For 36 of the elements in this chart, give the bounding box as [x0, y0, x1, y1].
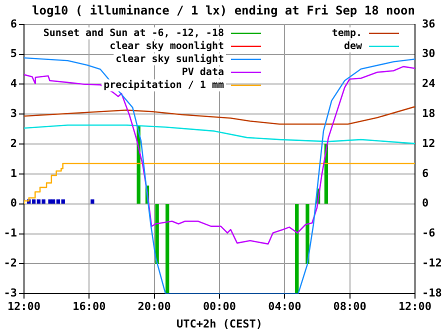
- y-tick-label: 0: [10, 196, 17, 210]
- y-tick-label: -3: [4, 286, 17, 300]
- y2-tick-label: -18: [422, 286, 442, 300]
- y2-tick-label: 18: [422, 106, 436, 120]
- y2-tick-label: 0: [422, 196, 429, 210]
- y2-tick-label: 12: [422, 136, 436, 150]
- y-tick-label: 1: [10, 166, 18, 180]
- x-tick-label: 12:00: [7, 300, 41, 314]
- x-tick-label: 08:00: [333, 300, 366, 314]
- x-tick-label: 16:00: [72, 300, 106, 314]
- y-tick-label: 6: [10, 17, 18, 30]
- y-tick-label: -2: [4, 256, 17, 270]
- y-tick-label: -1: [4, 226, 18, 240]
- legend-label: precipitation / 1 mm: [104, 78, 224, 91]
- y2-tick-label: -6: [422, 226, 436, 240]
- legend-label: PV data: [182, 66, 224, 78]
- x-tick-label: 20:00: [138, 300, 171, 314]
- legend-label: dew: [344, 40, 363, 52]
- x-tick-label: 00:00: [202, 300, 236, 314]
- y-tick-label: 4: [10, 77, 18, 90]
- y2-tick-label: 30: [422, 47, 436, 60]
- x-tick-label: 04:00: [268, 300, 302, 314]
- y-tick-label: 2: [10, 136, 17, 150]
- x-tick-label: 12:00: [398, 300, 432, 314]
- y-tick-label: 3: [10, 106, 17, 120]
- legend-label: Sunset and Sun at -6, -12, -18: [43, 28, 224, 39]
- chart-title: log10 ( illuminance / 1 lx) ending at Fri Sep 18 noon: [32, 3, 415, 18]
- y2-tick-label: 36: [422, 17, 436, 30]
- legend-label: clear sky sunlight: [116, 52, 224, 65]
- legend-label: clear sky moonlight: [110, 40, 224, 52]
- y2-tick-label: -12: [422, 256, 442, 270]
- y2-tick-label: 24: [422, 77, 436, 90]
- legend-label: temp.: [332, 28, 362, 39]
- x-axis-title: UTC+2h (CEST): [176, 317, 263, 330]
- y-tick-label: 5: [10, 47, 17, 60]
- y2-tick-label: 6: [422, 166, 429, 180]
